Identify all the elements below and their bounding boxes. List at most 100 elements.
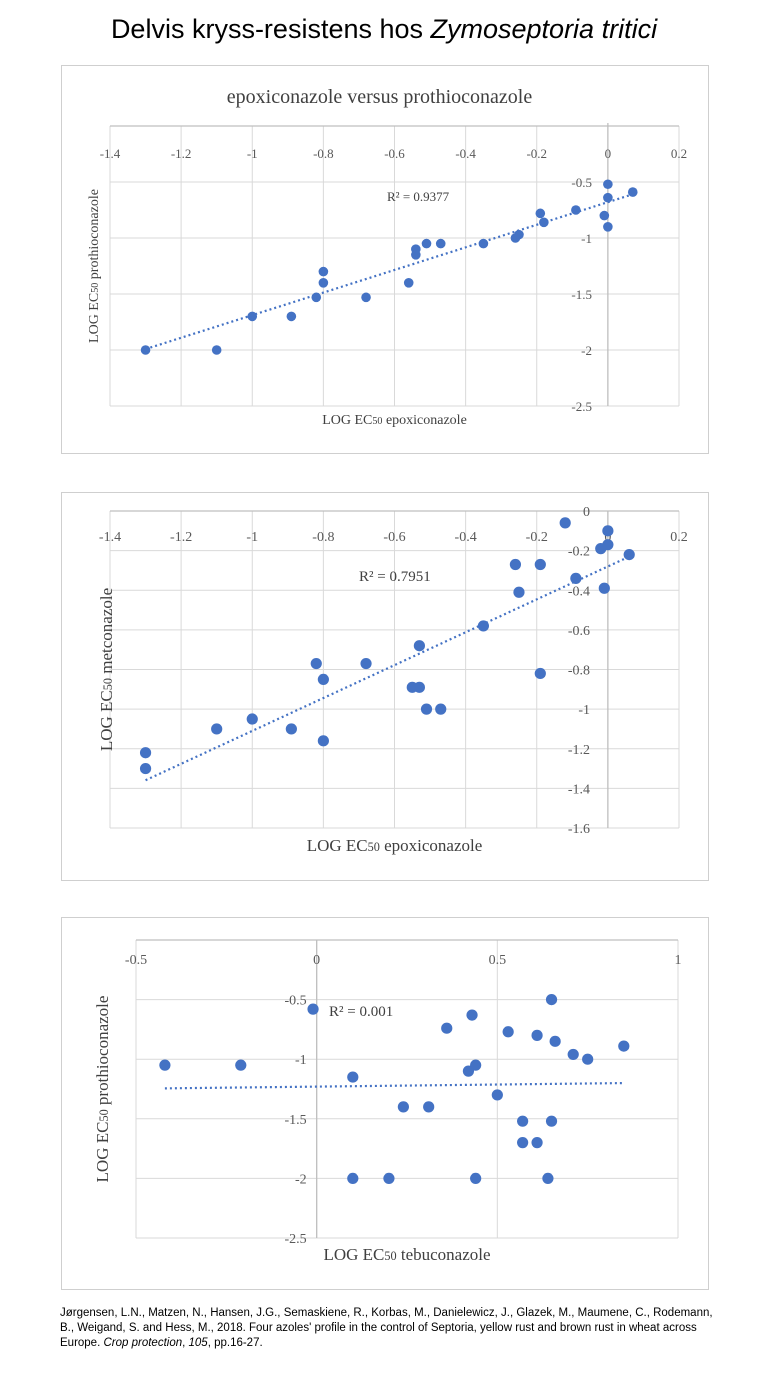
chart-0-y-tick-label: -1.5: [571, 287, 592, 302]
chart-1-x-label-post: epoxiconazole: [380, 836, 482, 855]
chart-1-y-tick-label: -1.2: [568, 743, 590, 758]
chart-1-data-point: [420, 703, 433, 715]
chart-2-y-tick-label: -1.5: [284, 1113, 306, 1128]
chart-2-x-tick-label: 1: [675, 953, 682, 968]
chart-1-data-point: [513, 586, 525, 598]
chart-2-data-point: [567, 1048, 579, 1061]
chart-1-y-label-sub: 50: [101, 678, 115, 690]
chart-1-data-point: [310, 657, 322, 670]
chart-0-group: -1.4 -1.2 -1 -0.8 -0.6 -0.4 -0.2 0 0.2 -0.5 -1 -1.5…: [87, 86, 687, 428]
chart-0-data-point: [140, 345, 151, 355]
chart-2-data-point: [549, 1035, 561, 1047]
chart-2-data-point: [517, 1115, 529, 1127]
chart-2-y-label-pre: LOG EC: [93, 1122, 112, 1183]
chart-0-data-point: [311, 292, 322, 303]
chart-1-y-tick-label: -0.2: [568, 545, 590, 560]
chart-0-data-point: [211, 345, 222, 355]
chart-0-x-tick-label: -0.6: [384, 146, 405, 161]
chart-1-y-label-post: metconazole: [97, 588, 116, 678]
chart-0-x-label-pre: LOG EC: [322, 413, 372, 428]
chart-2-data-point: [545, 1115, 558, 1127]
chart-2-data-point: [466, 1009, 478, 1021]
chart-1-y-label-pre: LOG EC: [97, 690, 116, 751]
chart-2-y-label: LOG EC50 prothioconazole: [93, 996, 112, 1183]
chart-2-data-point: [618, 1040, 630, 1052]
chart-1-x-tick-label: 0: [604, 530, 611, 545]
chart-0-data-point: [247, 311, 258, 322]
chart-2-x-label-post: tebuconazole: [397, 1245, 491, 1264]
chart-2-data-point: [491, 1089, 503, 1101]
reference-pages: , pp.16-27.: [207, 1337, 263, 1349]
chart-1-data-point: [602, 525, 614, 537]
chart-1-data-point: [413, 640, 425, 652]
chart-1-data-point: [246, 713, 258, 725]
reference-text: Jørgensen, L.N., Matzen, N., Hansen, J.G…: [60, 1307, 713, 1349]
chart-0-data-point: [286, 311, 297, 322]
chart-0-data-point: [411, 250, 421, 260]
chart-1-data-point: [602, 539, 614, 551]
chart-0-y-label-post: prothioconazole: [87, 189, 102, 283]
chart-0-title: epoxiconazole versus prothioconazole: [227, 86, 533, 108]
chart-2-y-tick-label: -1: [295, 1053, 307, 1068]
chart-2-y-label-sub: 50: [97, 1109, 111, 1121]
chart-0-y-label-pre: LOG EC: [87, 293, 102, 343]
chart-0-y-tick-label: -2: [581, 343, 592, 358]
chart-2-data-point: [542, 1172, 554, 1184]
chart-0-trendline: [145, 193, 634, 351]
chart-2-data-point: [307, 1003, 319, 1015]
chart-1-data-point: [413, 681, 425, 693]
chart-0-data-point: [514, 229, 524, 240]
chart-1-data-point: [623, 548, 635, 561]
chart-1-data-point: [285, 723, 297, 735]
chart-1-y-tick-label: 0: [583, 505, 590, 520]
chart-2-data-point: [502, 1026, 514, 1038]
chart-2-data-point: [545, 994, 558, 1006]
chart-0-x-tick-label: 0: [605, 146, 612, 161]
chart-0-data-point: [599, 210, 610, 221]
chart-2-data-point: [517, 1137, 529, 1149]
chart-1-data-point: [211, 723, 223, 735]
chart-2-x-tick-label: -0.5: [125, 953, 147, 968]
chart-2-x-label-sub: 50: [384, 1249, 396, 1263]
chart-1-y-tick-label: -0.6: [568, 624, 590, 639]
chart-1-data-point: [477, 620, 490, 632]
chart-0-y-tick-label: -1: [581, 231, 592, 246]
chart-0-x-label-post: epoxiconazole: [382, 413, 466, 428]
chart-0-x-tick-label: -1.4: [100, 146, 121, 161]
chart-1-x-label: LOG EC50 epoxiconazole: [307, 836, 483, 855]
chart-1-data-point: [435, 703, 447, 715]
chart-2-data-point: [235, 1059, 247, 1071]
chart-0-data-point: [627, 187, 638, 197]
chart-1-data-point: [360, 657, 372, 670]
chart-0-x-tick-label: 0.2: [671, 146, 687, 161]
chart-epoxi-vs-prothio: -1.4 -1.2 -1 -0.8 -0.6 -0.4 -0.2 0 0.2 -0.5 -1 -1.5…: [61, 65, 709, 454]
chart-2-data-point: [531, 1029, 543, 1041]
chart-0-x-label-sub: 50: [372, 416, 382, 427]
chart-1-data-point: [570, 572, 582, 584]
chart-0-data-point: [571, 205, 581, 215]
chart-epoxi-vs-metcon-svg: -1.4 -1.2 -1 -0.8 -0.6 -0.4 -0.2 0 0.2 0 -0.2 -0.4 -…: [97, 505, 688, 855]
chart-2-y-tick-label: -2: [295, 1172, 307, 1187]
chart-0-data-point: [361, 292, 371, 303]
chart-2-x-tick-label: 0.5: [489, 953, 507, 968]
chart-2-data-point: [347, 1172, 359, 1184]
chart-1-data-point: [139, 747, 152, 759]
chart-0-data-point: [603, 222, 613, 232]
chart-0-y-tick-label: -0.5: [571, 175, 592, 190]
chart-2-data-point: [397, 1101, 409, 1113]
chart-1-group: -1.4 -1.2 -1 -0.8 -0.6 -0.4 -0.2 0 0.2 0 -0.2 -0.4 -…: [97, 505, 688, 855]
chart-2-y-label-post: prothioconazole: [93, 996, 112, 1110]
chart-0-y-label: LOG EC50 prothioconazole: [87, 189, 102, 343]
chart-1-x-label-sub: 50: [368, 840, 380, 854]
chart-1-data-point: [534, 667, 546, 680]
chart-0-data-point: [318, 266, 329, 277]
chart-1-x-tick-label: -0.6: [383, 530, 405, 545]
chart-2-data-point: [423, 1101, 435, 1113]
chart-1-trendline: [145, 555, 630, 782]
page-title: Delvis kryss-resistens hos Zymoseptoria …: [0, 14, 768, 45]
chart-2-data-point: [441, 1022, 453, 1034]
chart-0-data-point: [478, 238, 489, 249]
chart-2-data-point: [159, 1059, 171, 1071]
